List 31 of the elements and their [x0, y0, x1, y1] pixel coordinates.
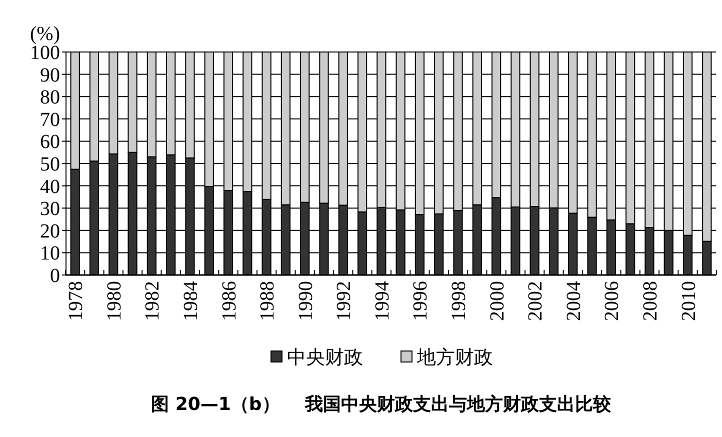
- x-tick-label: 1996: [410, 281, 432, 321]
- y-tick-label: 80: [40, 86, 60, 109]
- x-tick-label: 2006: [601, 281, 624, 321]
- x-tick-label: 1990: [294, 281, 317, 321]
- legend-label: 地方财政: [416, 346, 493, 369]
- x-tick-label: 1986: [218, 281, 240, 321]
- legend-label: 中央财政: [287, 346, 363, 369]
- x-tick-label: 2008: [639, 281, 662, 321]
- x-tick-label: 1988: [256, 281, 279, 321]
- y-tick-label: 40: [40, 176, 60, 198]
- x-tick-label: 1982: [142, 281, 164, 321]
- x-tick-label: 1992: [333, 281, 356, 321]
- x-tick-label: 1994: [371, 281, 394, 321]
- x-tick-label: 2004: [562, 281, 585, 321]
- x-tick-label: 1978: [65, 281, 88, 321]
- text: 图 20—1（b） 我国中央财政支出与地方财政支出比较: [151, 394, 612, 415]
- x-tick-label: 1980: [103, 281, 126, 321]
- y-axis-title: (%): [30, 23, 60, 45]
- y-tick-label: 60: [40, 131, 60, 154]
- x-tick-label: 1984: [180, 281, 202, 321]
- y-tick-label: 50: [40, 154, 60, 176]
- x-tick-label: 2000: [486, 281, 508, 321]
- x-tick-label: 2010: [678, 281, 700, 321]
- y-tick-label: 70: [40, 108, 60, 131]
- x-tick-label: 1998: [448, 281, 470, 321]
- y-tick-label: 0: [50, 265, 60, 287]
- y-tick-label: 10: [40, 242, 60, 265]
- x-tick-label: 2002: [524, 281, 547, 321]
- y-tick-label: 30: [40, 198, 60, 220]
- y-tick-label: 20: [40, 220, 60, 242]
- y-tick-label: 90: [40, 64, 60, 86]
